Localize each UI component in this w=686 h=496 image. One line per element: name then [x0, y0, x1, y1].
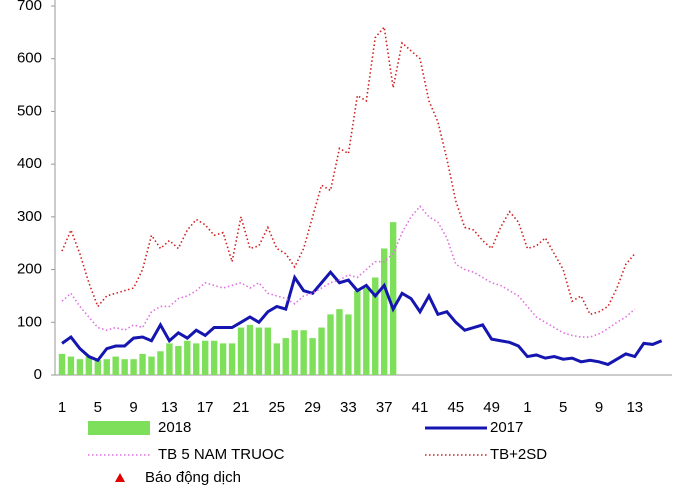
y-tick-label: 200 — [17, 261, 42, 278]
line — [61, 269, 663, 367]
bar — [300, 330, 307, 375]
y-tick-label: 600 — [17, 50, 42, 67]
bar — [58, 353, 66, 375]
bar — [112, 356, 119, 375]
bar — [139, 353, 146, 375]
bar — [255, 327, 263, 375]
legend-label: TB+2SD — [490, 446, 547, 463]
legend-label: Báo động dịch — [145, 469, 241, 486]
bar — [273, 343, 280, 375]
x-tick-label: 1 — [58, 399, 66, 416]
legend-label: 2018 — [158, 419, 191, 436]
legend-label: 2017 — [490, 419, 523, 436]
bar — [372, 277, 379, 375]
bar — [389, 222, 397, 375]
legend-swatch — [88, 421, 150, 435]
x-tick-label: 41 — [412, 399, 429, 416]
bar — [175, 346, 182, 375]
bar — [336, 309, 343, 375]
line — [61, 205, 636, 338]
y-tick-label: 100 — [17, 313, 42, 330]
bar — [166, 343, 173, 375]
bar — [210, 340, 218, 375]
y-tick-label: 300 — [17, 208, 42, 225]
y-tick-label: 500 — [17, 102, 42, 119]
bar — [148, 356, 155, 375]
bar — [219, 343, 227, 375]
x-tick-label: 25 — [268, 399, 285, 416]
bar — [76, 359, 84, 375]
bar — [157, 351, 164, 375]
bar — [318, 327, 325, 375]
y-tick-label: 400 — [17, 155, 42, 172]
x-tick-label: 17 — [197, 399, 214, 416]
x-tick-label: 9 — [595, 399, 603, 416]
bar — [94, 360, 101, 375]
legend-label: TB 5 NAM TRUOC — [158, 446, 285, 463]
bar — [67, 356, 75, 375]
bar — [228, 343, 236, 375]
bar — [237, 327, 245, 375]
bar — [381, 248, 388, 375]
bar — [354, 290, 361, 375]
bar — [327, 314, 334, 375]
x-tick-label: 21 — [233, 399, 250, 416]
bar — [309, 338, 316, 375]
bar — [184, 340, 191, 375]
bar — [246, 324, 254, 375]
bar — [363, 288, 370, 375]
x-tick-label: 33 — [340, 399, 357, 416]
x-tick-label: 9 — [129, 399, 137, 416]
x-tick-label: 37 — [376, 399, 393, 416]
x-tick-label: 5 — [94, 399, 102, 416]
x-tick-label: 49 — [483, 399, 500, 416]
bar — [345, 314, 352, 375]
bar — [202, 340, 209, 375]
x-tick-label: 45 — [447, 399, 464, 416]
x-tick-label: 29 — [304, 399, 321, 416]
bar — [85, 356, 93, 375]
bar — [121, 359, 128, 375]
bar — [264, 327, 272, 375]
legend-swatch — [115, 473, 125, 482]
line — [61, 25, 636, 316]
x-tick-label: 5 — [559, 399, 567, 416]
x-tick-label: 13 — [161, 399, 178, 416]
bar — [291, 330, 298, 375]
bar — [130, 359, 137, 375]
x-tick-label: 1 — [523, 399, 531, 416]
bar — [193, 343, 200, 375]
y-tick-label: 700 — [17, 0, 42, 14]
x-tick-label: 13 — [626, 399, 643, 416]
bar — [103, 359, 110, 375]
bar — [282, 338, 289, 375]
y-tick-label: 0 — [34, 366, 42, 383]
